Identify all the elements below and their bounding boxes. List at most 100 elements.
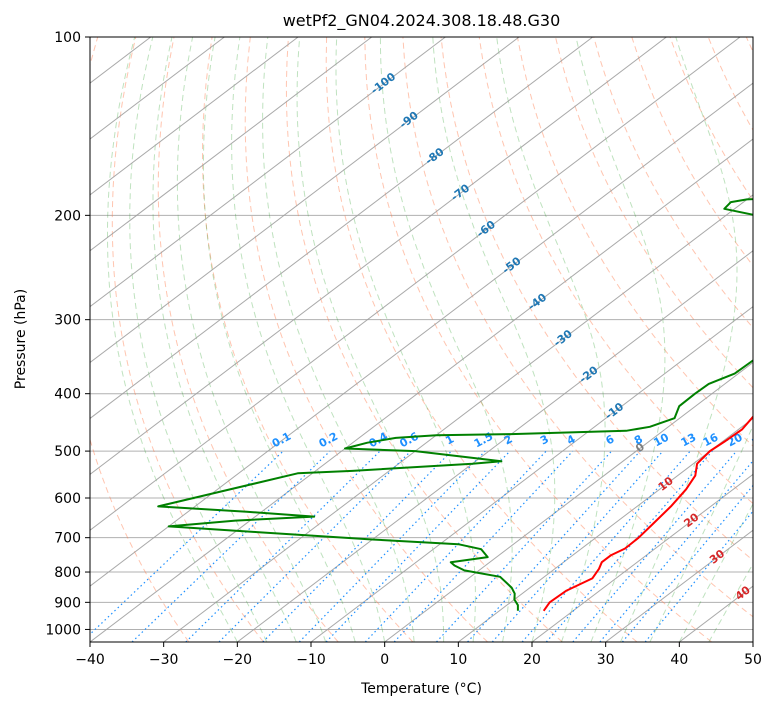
x-tick-label: −30 <box>149 652 179 668</box>
isotherm <box>752 641 753 642</box>
mixing-ratio-line <box>545 450 713 642</box>
moist-adiabat <box>107 37 238 642</box>
isotherm <box>90 37 741 531</box>
mixing-ratio-line <box>644 510 753 642</box>
x-tick-label: 30 <box>597 652 615 668</box>
y-axis-label: Pressure (hPa) <box>13 289 29 389</box>
sounding-profiles <box>157 198 753 612</box>
isotherm-label: 10 <box>656 474 676 494</box>
x-tick-label: −10 <box>296 652 326 668</box>
mixing-ratio-label: 0.1 <box>270 430 293 451</box>
dry-adiabat <box>402 37 753 618</box>
mixing-ratio-line <box>572 450 738 642</box>
dry-adiabat <box>440 37 753 561</box>
x-axis-label: Temperature (°C) <box>360 681 482 697</box>
y-tick-label: 400 <box>54 387 81 403</box>
x-tick-label: 20 <box>523 652 541 668</box>
mixing-ratio-lines <box>90 450 753 642</box>
temperature-profile <box>542 415 753 612</box>
x-axis-ticks: −40 −30 −20 −10 0 10 20 30 40 50 <box>75 642 762 668</box>
mixing-ratio-line <box>467 450 641 642</box>
mixing-ratio-label: 0.2 <box>317 430 340 451</box>
isotherm <box>605 529 753 642</box>
moist-adiabat <box>296 37 445 642</box>
chart-title: wetPf2_GN04.2024.308.18.48.G30 <box>283 11 561 31</box>
moist-adiabat <box>335 37 476 642</box>
mixing-ratio-line <box>393 450 574 642</box>
mixing-ratio-line <box>435 450 613 642</box>
isotherm <box>458 417 753 642</box>
isotherm <box>0 37 77 642</box>
isotherm <box>90 37 225 140</box>
mixing-ratio-label: 1.5 <box>472 430 495 451</box>
moist-adiabat <box>262 37 415 642</box>
mixing-ratio-label: 3 <box>538 432 551 447</box>
isotherm-label: -70 <box>448 181 472 204</box>
pressure-gridlines <box>90 37 753 630</box>
isotherm <box>90 82 753 587</box>
dry-adiabat <box>244 37 488 642</box>
moist-adiabat <box>379 37 513 642</box>
y-tick-label: 500 <box>54 444 81 460</box>
dry-adiabat <box>201 37 414 642</box>
dry-adiabat <box>325 37 638 642</box>
mixing-ratio-line <box>491 450 664 642</box>
isotherm-label: -40 <box>525 291 549 314</box>
isotherm-label: -10 <box>603 400 627 423</box>
mixing-ratio-line <box>90 450 284 636</box>
dry-adiabat <box>364 37 713 642</box>
mixing-ratio-label: 10 <box>651 431 671 450</box>
dry-adiabat <box>745 37 753 53</box>
dry-adiabat <box>111 37 264 642</box>
mixing-ratio-line <box>364 450 547 642</box>
isotherm <box>163 194 753 642</box>
isotherm <box>90 37 299 196</box>
y-tick-label: 600 <box>54 491 81 507</box>
dry-adiabat <box>285 37 563 642</box>
mixing-ratio-line <box>521 450 691 642</box>
dry-adiabat <box>631 37 753 267</box>
moist-adiabat <box>619 37 738 642</box>
moist-adiabat <box>432 37 556 642</box>
mixing-ratio-labels: 0.10.20.40.611.52346810131620253036 <box>270 430 775 451</box>
moist-adiabat <box>231 37 386 642</box>
isotherm <box>90 37 594 420</box>
isotherm <box>310 306 753 642</box>
mixing-ratio-label: 0.6 <box>398 430 422 451</box>
mixing-ratio-label: 16 <box>701 431 721 450</box>
mixing-ratio-line <box>185 450 381 642</box>
mixing-ratio-label: 30 <box>770 430 775 449</box>
mixing-ratio-line <box>298 450 486 642</box>
y-tick-label: 100 <box>54 30 81 46</box>
isotherm <box>90 37 667 475</box>
y-tick-label: 700 <box>54 531 81 547</box>
isotherm <box>531 473 753 642</box>
dry-adiabat <box>157 37 339 642</box>
dry-adiabats <box>90 37 753 642</box>
moist-adiabat <box>152 37 297 642</box>
isotherm <box>237 250 753 642</box>
y-tick-label: 800 <box>54 565 81 581</box>
isotherm-label: 30 <box>707 547 727 567</box>
moist-adiabat <box>129 37 268 642</box>
mixing-ratio-line <box>218 450 412 642</box>
moist-adiabat <box>202 37 356 642</box>
isotherm-label: 40 <box>733 583 753 603</box>
isotherm <box>384 361 753 642</box>
moist-adiabat <box>649 424 753 642</box>
isotherm <box>90 37 446 308</box>
mixing-ratio-line <box>621 484 753 642</box>
isotherm-label: -30 <box>551 327 575 350</box>
isotherm-label: -90 <box>397 109 421 132</box>
mixing-ratio-label: 4 <box>565 432 578 447</box>
moist-adiabat <box>496 37 606 642</box>
moist-adiabat <box>575 37 666 642</box>
x-tick-label: 0 <box>380 652 389 668</box>
x-tick-label: 10 <box>449 652 467 668</box>
y-tick-label: 200 <box>54 208 81 224</box>
isotherm-label: 20 <box>681 510 701 530</box>
mixing-ratio-line <box>131 450 331 642</box>
isotherm <box>90 37 373 252</box>
isotherm <box>90 138 753 642</box>
